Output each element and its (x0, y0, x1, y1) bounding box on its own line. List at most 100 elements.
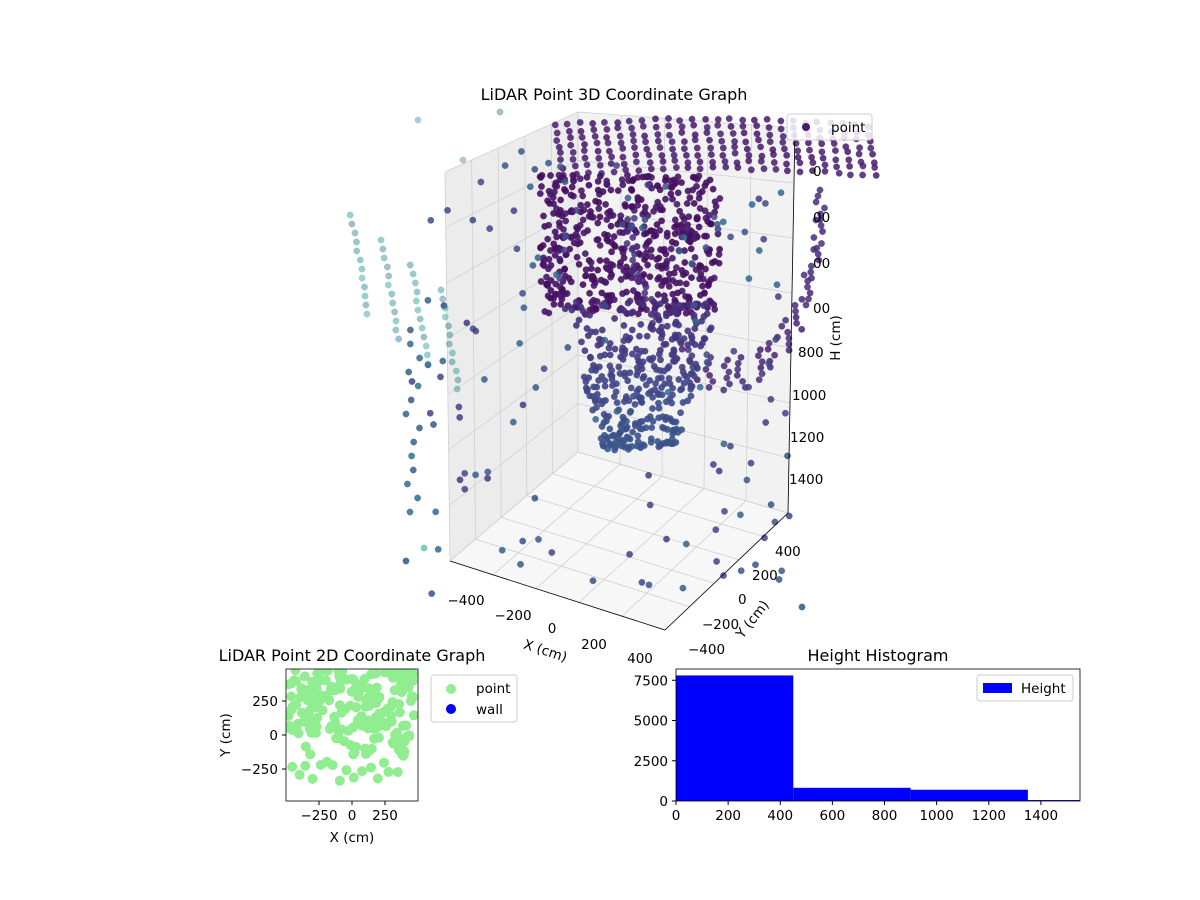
data-point-3d (661, 380, 669, 388)
gridline (492, 463, 621, 576)
data-point-3d (550, 240, 558, 248)
data-point-3d (605, 147, 613, 155)
data-point-3d (691, 341, 699, 349)
data-point-3d (580, 147, 588, 155)
point-cloud-2d (286, 669, 418, 786)
data-point-3d (655, 315, 663, 323)
data-point-3d (669, 195, 676, 203)
data-point-3d (546, 247, 554, 254)
data-point-3d (719, 144, 727, 152)
y-tick-label: 7500 (634, 673, 668, 689)
data-point-3d (726, 442, 734, 450)
data-point-2d (317, 705, 328, 716)
data-point-3d (562, 217, 570, 225)
data-point-3d (610, 241, 618, 249)
data-point-3d (564, 344, 572, 351)
data-point-3d (591, 132, 599, 140)
data-point-3d (440, 302, 448, 310)
data-point-3d (626, 369, 634, 377)
data-point-3d (812, 198, 820, 206)
data-point-3d (672, 178, 680, 186)
data-point-3d (872, 171, 880, 179)
data-point-3d (626, 550, 634, 558)
data-point-3d (519, 401, 527, 409)
data-point-3d (560, 226, 567, 233)
data-point-3d (760, 165, 768, 173)
data-point-3d (649, 405, 656, 412)
data-point-3d (676, 117, 684, 125)
data-point-3d (687, 245, 695, 253)
data-point-3d (534, 254, 542, 262)
data-point-3d (652, 365, 660, 373)
data-point-3d (739, 377, 747, 385)
data-point-3d (791, 301, 799, 309)
data-point-3d (680, 138, 688, 146)
data-point-3d (810, 234, 818, 241)
data-point-3d (638, 425, 646, 433)
data-point-3d (517, 147, 525, 155)
data-point-3d (645, 471, 653, 479)
data-point-3d (686, 194, 694, 202)
data-point-3d (734, 359, 742, 367)
data-point-3d (626, 435, 634, 443)
data-point-3d (596, 352, 604, 360)
data-point-3d (547, 172, 554, 179)
data-point-3d (705, 280, 712, 288)
data-point-3d (544, 282, 552, 289)
data-point-3d (536, 190, 544, 198)
data-point-3d (589, 213, 597, 221)
data-point-3d (615, 363, 623, 371)
data-point-3d (434, 545, 442, 553)
data-point-2d (394, 707, 405, 718)
data-point-3d (552, 280, 560, 288)
data-point-3d (572, 298, 580, 306)
data-point-3d (662, 250, 670, 258)
data-point-2d (333, 669, 344, 676)
data-point-3d (627, 384, 635, 392)
data-point-3d (720, 572, 727, 580)
data-point-3d (719, 151, 727, 159)
data-point-3d (623, 310, 631, 318)
data-point-3d (520, 304, 528, 312)
data-point-3d (805, 295, 812, 303)
data-point-3d (706, 371, 714, 379)
data-point-3d (720, 386, 728, 394)
data-point-2d (304, 723, 315, 734)
data-point-3d (696, 264, 704, 272)
data-point-2d (312, 712, 323, 723)
data-point-3d (845, 156, 853, 164)
data-point-3d (641, 216, 649, 224)
data-point-3d (598, 372, 606, 380)
data-point-3d (731, 143, 739, 151)
legend-marker-point (802, 123, 810, 131)
data-point-3d (622, 393, 630, 401)
data-point-3d (737, 567, 745, 575)
legend-2d: point wall (430, 674, 518, 723)
data-point-3d (727, 233, 735, 241)
data-point-3d (545, 159, 552, 167)
data-point-3d (598, 326, 606, 334)
data-point-3d (414, 116, 422, 124)
data-point-3d (622, 333, 630, 340)
data-point-3d (594, 266, 602, 274)
data-point-3d (677, 409, 685, 417)
data-point-2d (384, 669, 395, 678)
data-point-3d (590, 126, 598, 134)
data-point-3d (766, 131, 774, 139)
data-point-3d (658, 217, 666, 225)
data-point-3d (620, 160, 628, 168)
data-point-3d (385, 272, 393, 280)
data-point-3d (709, 461, 717, 468)
data-point-3d (629, 256, 637, 264)
data-point-3d (567, 134, 574, 142)
data-point-3d (353, 247, 361, 255)
data-point-3d (377, 236, 385, 244)
data-point-3d (614, 187, 622, 195)
legend-marker-height (983, 683, 1012, 693)
plot-2d-ticks: −250 0 250 250 0 −250 (241, 694, 398, 824)
data-point-3d (658, 282, 666, 289)
data-point-3d (645, 237, 653, 245)
data-point-3d (448, 349, 456, 357)
data-point-3d (484, 474, 492, 482)
data-point-3d (846, 162, 854, 170)
